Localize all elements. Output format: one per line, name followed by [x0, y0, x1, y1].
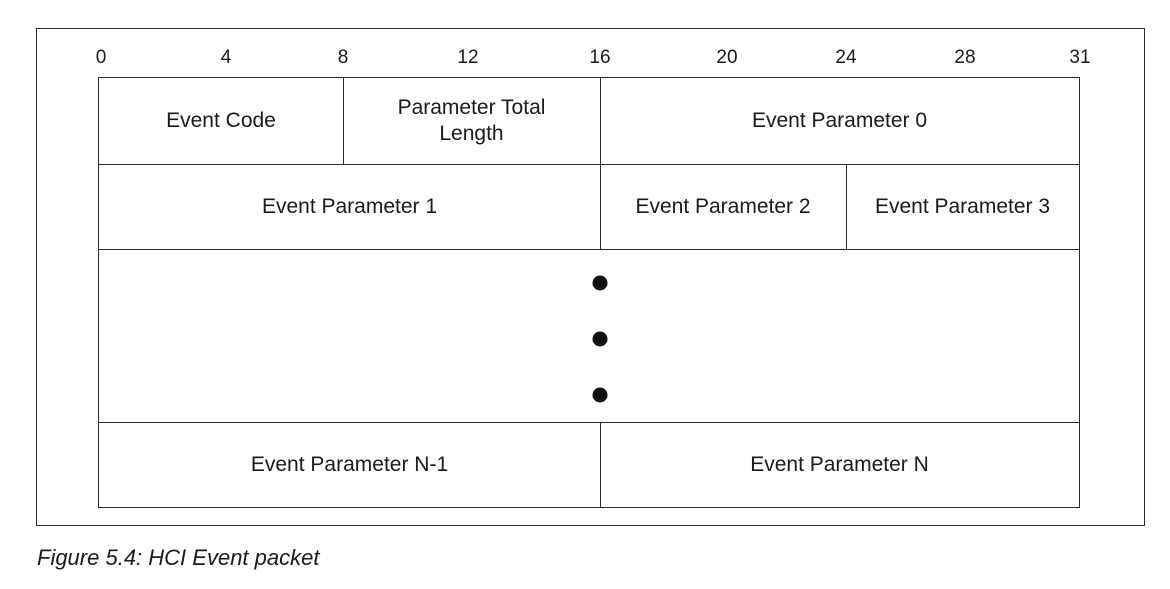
- figure-frame: [36, 28, 1145, 526]
- packet-row-header: Event Code Parameter Total Length Event …: [99, 78, 1079, 164]
- event-parameter-2-label: Event Parameter 2: [635, 194, 811, 218]
- event-parameter-n-minus-1-label: Event Parameter N-1: [250, 452, 449, 476]
- ellipsis-dot: [592, 275, 608, 291]
- event-parameter-n-cell: Event Parameter N: [600, 422, 1079, 507]
- bit-tick-20: 20: [716, 47, 738, 68]
- cell-divider: [600, 422, 601, 507]
- ellipsis-dot: [592, 387, 608, 403]
- bit-tick-24: 24: [835, 47, 857, 68]
- bit-tick-4: 4: [220, 47, 232, 68]
- bit-tick-0: 0: [95, 47, 107, 68]
- event-parameter-1-label: Event Parameter 1: [261, 194, 438, 218]
- packet-grid: Event Code Parameter Total Length Event …: [98, 77, 1080, 508]
- figure-caption: Figure 5.4: HCI Event packet: [37, 545, 320, 570]
- event-parameter-0-label: Event Parameter 0: [751, 109, 928, 132]
- packet-row-ellipsis: [99, 249, 1079, 422]
- event-parameter-n-minus-1-cell: Event Parameter N-1: [99, 422, 600, 507]
- cell-divider: [343, 78, 344, 164]
- event-code-cell: Event Code: [99, 78, 343, 164]
- packet-row-final: Event Parameter N-1 Event Parameter N: [99, 422, 1079, 507]
- parameter-total-length-cell: Parameter Total Length: [343, 78, 600, 164]
- event-parameter-0-cell: Event Parameter 0: [600, 78, 1079, 164]
- cell-divider: [600, 164, 601, 249]
- bit-tick-28: 28: [954, 47, 976, 68]
- event-parameter-1-cell: Event Parameter 1: [99, 164, 600, 249]
- bit-tick-16: 16: [589, 47, 611, 68]
- row-divider: [99, 422, 1079, 423]
- bit-tick-8: 8: [337, 47, 349, 68]
- cell-divider: [846, 164, 847, 249]
- parameter-total-length-label-line1: Parameter Total: [397, 96, 546, 119]
- packet-row-params: Event Parameter 1 Event Parameter 2 Even…: [99, 164, 1079, 249]
- event-code-label: Event Code: [166, 109, 276, 132]
- event-parameter-2-cell: Event Parameter 2: [600, 164, 846, 249]
- ellipsis-dot: [592, 331, 608, 347]
- event-parameter-n-label: Event Parameter N: [750, 452, 929, 476]
- row-divider: [99, 164, 1079, 165]
- bit-tick-31: 31: [1069, 47, 1091, 68]
- cell-divider: [600, 78, 601, 164]
- event-parameter-3-label: Event Parameter 3: [874, 194, 1051, 218]
- event-parameter-3-cell: Event Parameter 3: [846, 164, 1079, 249]
- parameter-total-length-label-line2: Length: [439, 122, 504, 145]
- row-divider: [99, 249, 1079, 250]
- bit-tick-12: 12: [457, 47, 479, 68]
